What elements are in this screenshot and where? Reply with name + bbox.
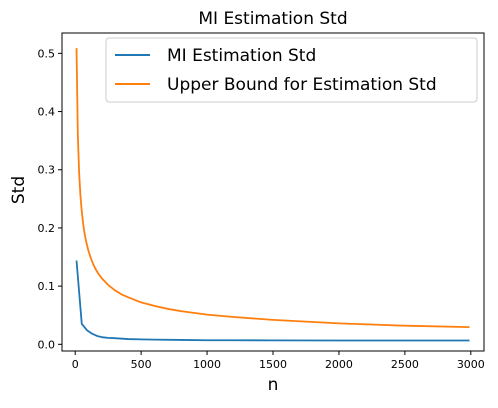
legend-label-0: MI Estimation Std xyxy=(167,46,316,66)
x-tick-label: 0 xyxy=(72,358,79,371)
plot-area xyxy=(75,48,470,342)
x-tick-label: 1500 xyxy=(259,358,287,371)
y-tick-label: 0.2 xyxy=(38,222,56,235)
x-tick-label: 3000 xyxy=(457,358,485,371)
x-axis: 0 500 1000 1500 2000 2500 3000 xyxy=(72,351,485,371)
y-tick-label: 0.0 xyxy=(38,338,56,351)
x-tick-label: 2000 xyxy=(325,358,353,371)
y-tick-label: 0.1 xyxy=(38,280,56,293)
y-axis-label: Std xyxy=(9,176,29,204)
y-tick-label: 0.3 xyxy=(38,164,56,177)
legend-label-1: Upper Bound for Estimation Std xyxy=(167,75,437,95)
legend: MI Estimation Std Upper Bound for Estimat… xyxy=(105,37,478,103)
x-tick-label: 2500 xyxy=(391,358,419,371)
y-tick-label: 0.4 xyxy=(38,106,56,119)
x-axis-label: n xyxy=(268,375,279,395)
plot-frame xyxy=(61,32,485,352)
x-tick-label: 1000 xyxy=(193,358,221,371)
y-axis: 0.0 0.1 0.2 0.3 0.4 0.5 xyxy=(38,47,62,351)
legend-box xyxy=(105,37,478,103)
x-tick-label: 500 xyxy=(131,358,152,371)
y-tick-label: 0.5 xyxy=(38,47,56,60)
series-line-1 xyxy=(75,48,470,329)
series-line-0 xyxy=(75,260,470,342)
chart-title: MI Estimation Std xyxy=(198,9,347,29)
